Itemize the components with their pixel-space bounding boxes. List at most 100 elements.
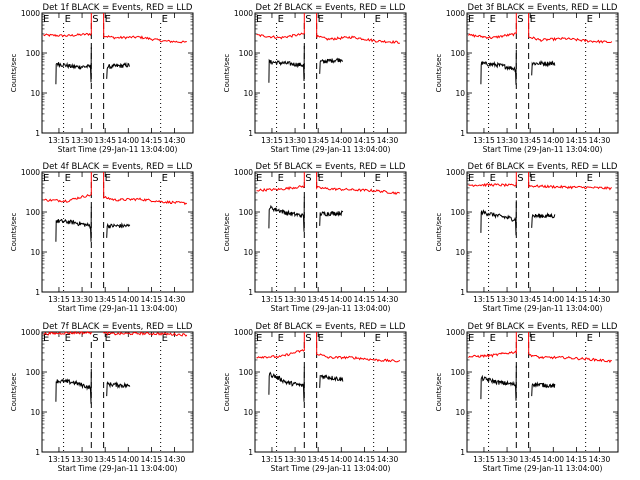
plot-frame	[466, 331, 619, 453]
y-tick-label: 1	[35, 288, 40, 297]
plot-frame	[254, 12, 407, 134]
chart-title: Det 2f BLACK = Events, RED = LLD	[256, 3, 406, 13]
x-tick-label: 13:45	[94, 136, 116, 145]
x-tick-label: 14:00	[117, 295, 139, 304]
x-tick-label: 13:15	[261, 136, 283, 145]
lld-series-line	[256, 172, 305, 192]
plot-frame	[41, 12, 194, 134]
x-tick-label: 14:30	[377, 295, 399, 304]
events-series-line	[106, 381, 131, 397]
x-tick-label: 13:30	[496, 136, 518, 145]
chart-title: Det 7f BLACK = Events, RED = LLD	[43, 322, 193, 332]
marker-label-s: S	[92, 333, 98, 344]
marker-label-e: E	[375, 173, 381, 184]
y-tick-label: 10	[455, 248, 465, 257]
chart-panel-det-7: Det 7f BLACK = Events, RED = LLD 1 10 100 10…	[10, 322, 194, 473]
marker-label-e: E	[318, 14, 324, 25]
plot-frame	[41, 331, 194, 453]
y-axis-label: Counts/sec	[10, 213, 18, 252]
x-tick-label: 13:45	[519, 136, 541, 145]
x-tick-label: 13:45	[519, 295, 541, 304]
x-axis-label: Start Time (29-Jan-11 13:04:00)	[271, 304, 391, 313]
x-tick-label: 13:30	[496, 455, 518, 464]
x-tick-label: 13:15	[473, 295, 495, 304]
chart-title: Det 3f BLACK = Events, RED = LLD	[468, 3, 618, 13]
x-tick-label: 13:30	[284, 295, 306, 304]
lld-series-line	[468, 332, 517, 359]
x-tick-label: 14:30	[164, 136, 186, 145]
marker-label-e: E	[278, 173, 284, 184]
marker-label-e: E	[105, 14, 111, 25]
x-tick-label: 13:45	[94, 455, 116, 464]
x-tick-label: 14:15	[566, 136, 588, 145]
y-tick-label: 1000	[234, 328, 253, 337]
x-tick-label: 14:00	[542, 455, 564, 464]
events-series-line	[319, 374, 344, 388]
events-series-line	[268, 366, 305, 402]
y-tick-label: 1000	[234, 168, 253, 177]
x-tick-label: 13:15	[48, 136, 70, 145]
x-axis-label: Start Time (29-Jan-11 13:04:00)	[483, 464, 603, 473]
y-tick-label: 10	[243, 89, 253, 98]
marker-label-s: S	[305, 14, 311, 25]
events-series-line	[268, 196, 305, 232]
x-tick-label: 13:45	[307, 136, 329, 145]
marker-label-e: E	[162, 173, 168, 184]
marker-label-s: S	[305, 333, 311, 344]
marker-label-e: E	[490, 14, 496, 25]
lld-series-line	[43, 172, 92, 203]
lld-series-line	[528, 331, 613, 364]
marker-label-s: S	[517, 333, 523, 344]
marker-label-e: E	[318, 173, 324, 184]
x-tick-label: 14:30	[589, 136, 611, 145]
marker-label-e: E	[278, 333, 284, 344]
x-tick-label: 13:15	[473, 136, 495, 145]
marker-label-e: E	[162, 333, 168, 344]
y-tick-label: 100	[451, 368, 466, 377]
x-tick-label: 14:15	[141, 295, 163, 304]
plot-frame	[466, 12, 619, 134]
x-tick-label: 13:30	[284, 455, 306, 464]
marker-label-e: E	[587, 173, 593, 184]
y-tick-label: 1000	[21, 9, 40, 18]
lld-series-line	[256, 332, 305, 359]
lld-series-line	[256, 13, 305, 40]
events-series-line	[106, 61, 131, 79]
events-series-line	[480, 365, 517, 401]
events-series-line	[531, 60, 556, 76]
marker-label-e: E	[587, 14, 593, 25]
marker-label-e: E	[530, 14, 536, 25]
chart-panel-det-3: Det 3f BLACK = Events, RED = LLD 1 10 100 10…	[435, 3, 619, 154]
events-series-line	[55, 47, 92, 85]
marker-label-e: E	[43, 333, 49, 344]
marker-label-e: E	[530, 173, 536, 184]
x-tick-label: 14:30	[589, 295, 611, 304]
y-tick-label: 1000	[446, 9, 465, 18]
chart-title: Det 1f BLACK = Events, RED = LLD	[43, 3, 193, 13]
x-tick-label: 13:30	[71, 295, 93, 304]
marker-label-s: S	[517, 173, 523, 184]
x-tick-label: 13:30	[496, 295, 518, 304]
plot-frame	[254, 171, 407, 293]
lld-series-line	[528, 12, 613, 44]
marker-label-s: S	[305, 173, 311, 184]
chart-panel-det-8: Det 8f BLACK = Events, RED = LLD 1 10 100 10…	[223, 322, 407, 473]
y-tick-label: 10	[243, 248, 253, 257]
marker-label-s: S	[92, 173, 98, 184]
y-tick-label: 10	[455, 408, 465, 417]
y-tick-label: 100	[239, 368, 254, 377]
marker-label-e: E	[468, 173, 474, 184]
marker-label-e: E	[318, 333, 324, 344]
chart-title: Det 4f BLACK = Events, RED = LLD	[43, 162, 193, 172]
marker-label-e: E	[65, 173, 71, 184]
x-tick-label: 14:00	[117, 455, 139, 464]
marker-label-e: E	[105, 333, 111, 344]
x-axis-label: Start Time (29-Jan-11 13:04:00)	[271, 145, 391, 154]
y-tick-label: 1	[35, 448, 40, 457]
x-tick-label: 14:00	[117, 136, 139, 145]
lld-series-line	[103, 12, 187, 44]
x-tick-label: 14:15	[141, 136, 163, 145]
lld-series-line	[103, 171, 188, 206]
y-axis-label: Counts/sec	[223, 373, 231, 412]
x-tick-label: 14:00	[330, 136, 352, 145]
